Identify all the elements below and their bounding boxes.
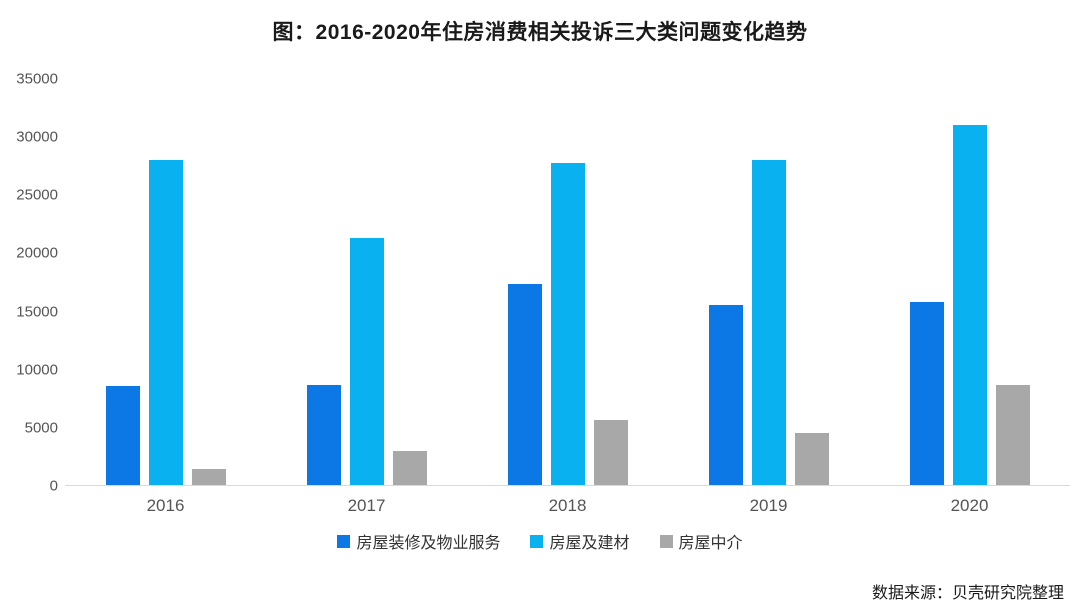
x-axis-label-2017: 2017 [347,496,386,515]
y-axis-tick-label: 30000 [16,128,58,146]
plot-area [65,79,1070,486]
bar-series2-2019 [751,160,786,485]
bar-series1-2020 [909,301,944,485]
bar-series3-2020 [995,385,1030,485]
bar-series3-2017 [392,451,427,485]
bar-group-2019 [708,79,829,485]
legend-label: 房屋中介 [678,535,743,552]
bar-series3-2016 [191,468,226,485]
bar-group-2017 [306,79,427,485]
bar-series1-2019 [708,305,743,485]
bar-series3-2018 [593,420,628,485]
y-axis-tick-label: 35000 [16,70,58,88]
y-axis: 0 5000 10000 15000 20000 25000 30000 35000 [0,71,58,495]
y-axis-tick-label: 20000 [16,244,58,262]
bar-series2-2018 [550,162,585,485]
legend-label: 房屋及建材 [549,535,630,552]
legend-label: 房屋装修及物业服务 [356,535,501,552]
bar-series3-2019 [794,432,829,485]
x-axis-label-2016: 2016 [146,496,185,515]
y-axis-tick-label: 10000 [16,361,58,379]
bar-series1-2016 [105,386,140,485]
y-axis-tick-label: 15000 [16,303,58,321]
bar-group-2020 [909,79,1030,485]
source-note: 数据来源：贝壳研究院整理 [871,585,1064,602]
y-axis-tick-label: 0 [49,477,58,495]
x-axis-label-2018: 2018 [548,496,587,515]
y-axis-tick-label: 25000 [16,186,58,204]
legend-swatch-icon [337,534,351,548]
legend-item-series3: 房屋中介 [659,529,743,553]
bar-series2-2016 [148,160,183,485]
legend-item-series2: 房屋及建材 [530,529,630,553]
bar-series2-2020 [952,125,987,485]
legend-swatch-icon [530,534,544,548]
legend: 房屋装修及物业服务 房屋及建材 房屋中介 [0,529,1080,553]
bar-series1-2017 [306,385,341,485]
y-axis-tick-label: 5000 [24,419,58,437]
x-axis-label-2020: 2020 [950,496,989,515]
chart-title: 图：2016-2020年住房消费相关投诉三大类问题变化趋势 [272,21,808,44]
bar-group-2016 [105,79,226,485]
legend-item-series1: 房屋装修及物业服务 [337,529,500,553]
x-axis-label-2019: 2019 [749,496,788,515]
bar-series2-2017 [349,237,384,485]
bar-group-2018 [507,79,628,485]
bar-series1-2018 [507,284,542,485]
legend-swatch-icon [659,534,673,548]
x-axis: 2016 2017 2018 2019 2020 [65,496,1070,516]
